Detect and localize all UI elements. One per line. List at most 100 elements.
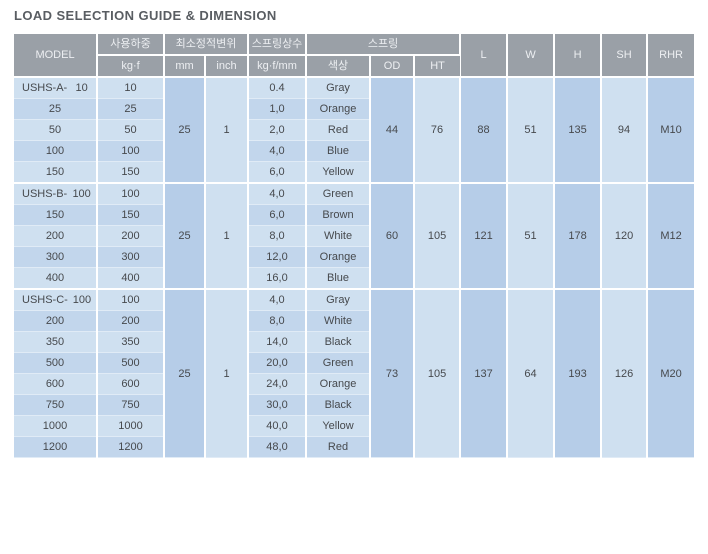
spring-color-cell: Red [306, 119, 372, 141]
col-header-load: 사용하중 [97, 34, 165, 56]
model-number: 100 [45, 145, 65, 157]
table-row: 200 200 8,0 White [14, 310, 694, 332]
load-cell: 300 [97, 246, 165, 268]
spring-rate-cell: 16,0 [248, 267, 308, 290]
model-number: 350 [45, 336, 65, 348]
mm-cell: 25 [164, 288, 206, 458]
od-cell: 44 [370, 76, 416, 184]
h-cell: 135 [554, 76, 603, 184]
ht-cell: 76 [414, 76, 462, 184]
table-row: 1200 1200 48,0 Red [14, 436, 694, 458]
col-header-l: L [460, 34, 509, 78]
sh-cell: 120 [601, 182, 649, 290]
spring-rate-cell: 6,0 [248, 204, 308, 226]
od-cell: 73 [370, 288, 416, 458]
model-number: 150 [45, 209, 65, 221]
spring-rate-cell: 20,0 [248, 352, 308, 374]
model-number: 600 [45, 378, 65, 390]
load-cell: 1000 [97, 415, 165, 437]
load-cell: 100 [97, 140, 165, 162]
spring-rate-cell: 0.4 [248, 76, 308, 99]
table-row: 600 600 24,0 Orange [14, 373, 694, 395]
model-number: 25 [48, 103, 62, 115]
spring-color-cell: Black [306, 331, 372, 353]
model-cell: 750 [14, 394, 98, 416]
spring-color-cell: Gray [306, 288, 372, 311]
w-cell: 51 [507, 76, 556, 184]
load-cell: 50 [97, 119, 165, 141]
model-number: 400 [45, 272, 65, 284]
l-cell: 137 [460, 288, 509, 458]
model-prefix: USHS-B- [22, 188, 68, 200]
model-number: 200 [45, 315, 65, 327]
col-header-mm: mm [164, 55, 206, 78]
model-cell: 100 [14, 140, 98, 162]
spring-color-cell: Blue [306, 267, 372, 290]
col-header-spring: 스프링 [306, 34, 462, 56]
table-header: MODEL 사용하중 최소정적변위 스프링상수 스프링 L W H SH RHR… [14, 34, 695, 78]
load-cell: 150 [97, 161, 165, 184]
inch-cell: 1 [205, 288, 250, 458]
col-header-ht: HT [414, 55, 461, 78]
load-cell: 750 [97, 394, 165, 416]
model-prefix: USHS-A- [22, 82, 68, 94]
model-cell: 50 [14, 119, 98, 141]
spring-rate-cell: 24,0 [248, 373, 308, 395]
model-cell: 600 [14, 373, 98, 395]
spring-color-cell: Brown [306, 204, 372, 226]
model-cell: 200 [14, 225, 98, 247]
mm-cell: 25 [164, 76, 206, 184]
spring-color-cell: White [306, 225, 372, 247]
spring-color-cell: Gray [306, 76, 372, 99]
table-row: 150 150 6,0 Yellow [14, 161, 694, 184]
h-cell: 193 [554, 288, 603, 458]
col-header-spring-constant: 스프링상수 [248, 34, 308, 56]
model-cell: USHS-B- 100 [14, 182, 98, 205]
table-row: 750 750 30,0 Black [14, 394, 694, 416]
inch-cell: 1 [205, 182, 250, 290]
sh-cell: 126 [601, 288, 649, 458]
col-header-model: MODEL [14, 34, 98, 78]
col-header-min-static-deflection: 최소정적변위 [164, 34, 250, 56]
spring-color-cell: Black [306, 394, 372, 416]
load-cell: 100 [97, 288, 165, 311]
spring-rate-cell: 14,0 [248, 331, 308, 353]
col-header-rhr: RHR [647, 34, 695, 78]
table-row: 25 25 1,0 Orange [14, 98, 694, 120]
spring-rate-cell: 4,0 [248, 182, 308, 205]
load-cell: 25 [97, 98, 165, 120]
model-prefix: USHS-C- [22, 294, 68, 306]
load-cell: 100 [97, 182, 165, 205]
spring-rate-cell: 40,0 [248, 415, 308, 437]
model-cell: 200 [14, 310, 98, 332]
w-cell: 51 [507, 182, 556, 290]
table-row: 200 200 8,0 White [14, 225, 694, 247]
table-row: 50 50 2,0 Red [14, 119, 694, 141]
model-number: 500 [45, 357, 65, 369]
load-cell: 400 [97, 267, 165, 290]
load-cell: 600 [97, 373, 165, 395]
spring-rate-cell: 4,0 [248, 140, 308, 162]
header-row-2: kg·f mm inch kg·f/mm 색상 OD HT [14, 55, 694, 78]
table-row: 500 500 20,0 Green [14, 352, 694, 374]
spring-color-cell: Orange [306, 98, 372, 120]
spring-color-cell: Blue [306, 140, 372, 162]
model-number: 100 [72, 294, 92, 306]
page: LOAD SELECTION GUIDE & DIMENSION MODEL 사… [14, 8, 695, 458]
table-row: USHS-C- 100 100 25 1 4,0 Gray 73 105 137 … [14, 288, 695, 458]
h-cell: 178 [554, 182, 603, 290]
table-row: USHS-A- 10 10 25 1 0.4 Gray 44 76 88 51 1… [14, 76, 695, 184]
col-header-sh: SH [601, 34, 649, 78]
load-selection-table: MODEL 사용하중 최소정적변위 스프링상수 스프링 L W H SH RHR… [14, 34, 695, 458]
spring-color-cell: Yellow [306, 161, 372, 184]
rhr-cell: M12 [647, 182, 695, 290]
page-title: LOAD SELECTION GUIDE & DIMENSION [14, 8, 277, 23]
l-cell: 121 [460, 182, 509, 290]
model-group-ushs-c: USHS-C- 100 100 25 1 4,0 Gray 73 105 137 … [14, 288, 695, 458]
spring-color-cell: Red [306, 436, 372, 458]
od-cell: 60 [370, 182, 416, 290]
ht-cell: 105 [414, 182, 462, 290]
table-row: 400 400 16,0 Blue [14, 267, 694, 290]
spring-color-cell: White [306, 310, 372, 332]
spring-rate-cell: 48,0 [248, 436, 308, 458]
